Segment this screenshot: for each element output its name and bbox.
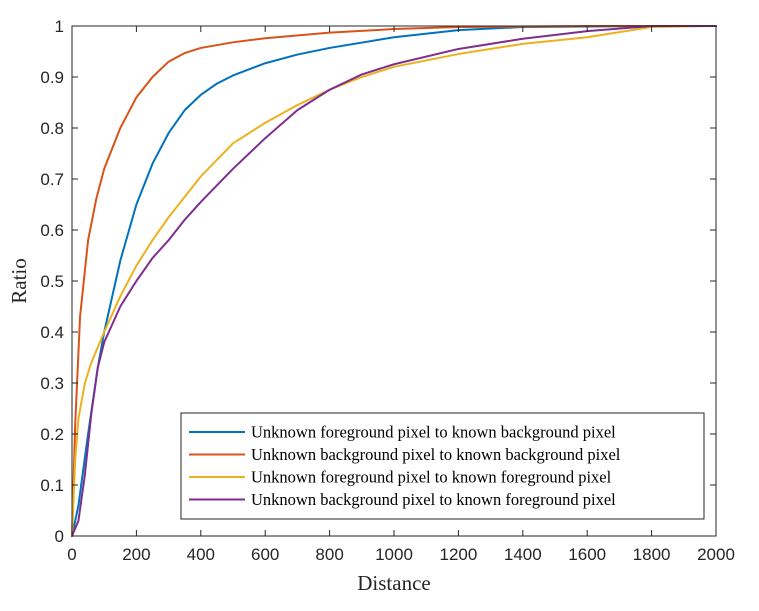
y-tick-label: 1: [55, 17, 64, 36]
series-line-2: [71, 25, 717, 537]
series-line-3: [71, 25, 717, 537]
y-axis-label: Ratio: [7, 258, 31, 304]
x-tick-label: 1600: [568, 545, 606, 564]
y-tick-label: 0.6: [40, 221, 64, 240]
tick-labels: 0 200 400 600 800 1000 1200 1400 1600 1800 2000 0 0.…: [40, 17, 735, 564]
legend-label: Unknown foreground pixel to known backgr…: [251, 423, 616, 442]
series-line-4: [71, 25, 717, 537]
x-tick-label: 800: [315, 545, 343, 564]
series-line-1: [71, 25, 717, 537]
y-tick-label: 0: [55, 527, 64, 546]
x-tick-label: 1800: [633, 545, 671, 564]
y-tick-label: 0.3: [40, 374, 64, 393]
legend-box: [180, 412, 705, 520]
y-tick-label: 0.9: [40, 68, 64, 87]
series-layer: [71, 25, 717, 537]
x-tick-label: 1400: [504, 545, 542, 564]
x-tick-label: 400: [187, 545, 215, 564]
x-tick-label: 200: [122, 545, 150, 564]
y-tick-label: 0.1: [40, 476, 64, 495]
x-tick-label: 1000: [375, 545, 413, 564]
y-tick-label: 0.8: [40, 119, 64, 138]
x-axis-label: Distance: [357, 571, 430, 595]
legend: Unknown foreground pixel to known backgr…: [180, 412, 705, 520]
x-tick-label: 2000: [697, 545, 735, 564]
y-tick-label: 0.7: [40, 170, 64, 189]
x-tick-label: 1200: [439, 545, 477, 564]
axes: [71, 25, 717, 537]
x-tick-label: 0: [67, 545, 76, 564]
y-tick-label: 0.2: [40, 425, 64, 444]
legend-label: Unknown background pixel to known foregr…: [251, 490, 616, 509]
x-tick-label: 600: [251, 545, 279, 564]
legend-label: Unknown foreground pixel to known foregr…: [251, 468, 612, 487]
legend-label: Unknown background pixel to known backgr…: [251, 445, 621, 464]
y-tick-label: 0.5: [40, 272, 64, 291]
y-tick-label: 0.4: [40, 323, 64, 342]
